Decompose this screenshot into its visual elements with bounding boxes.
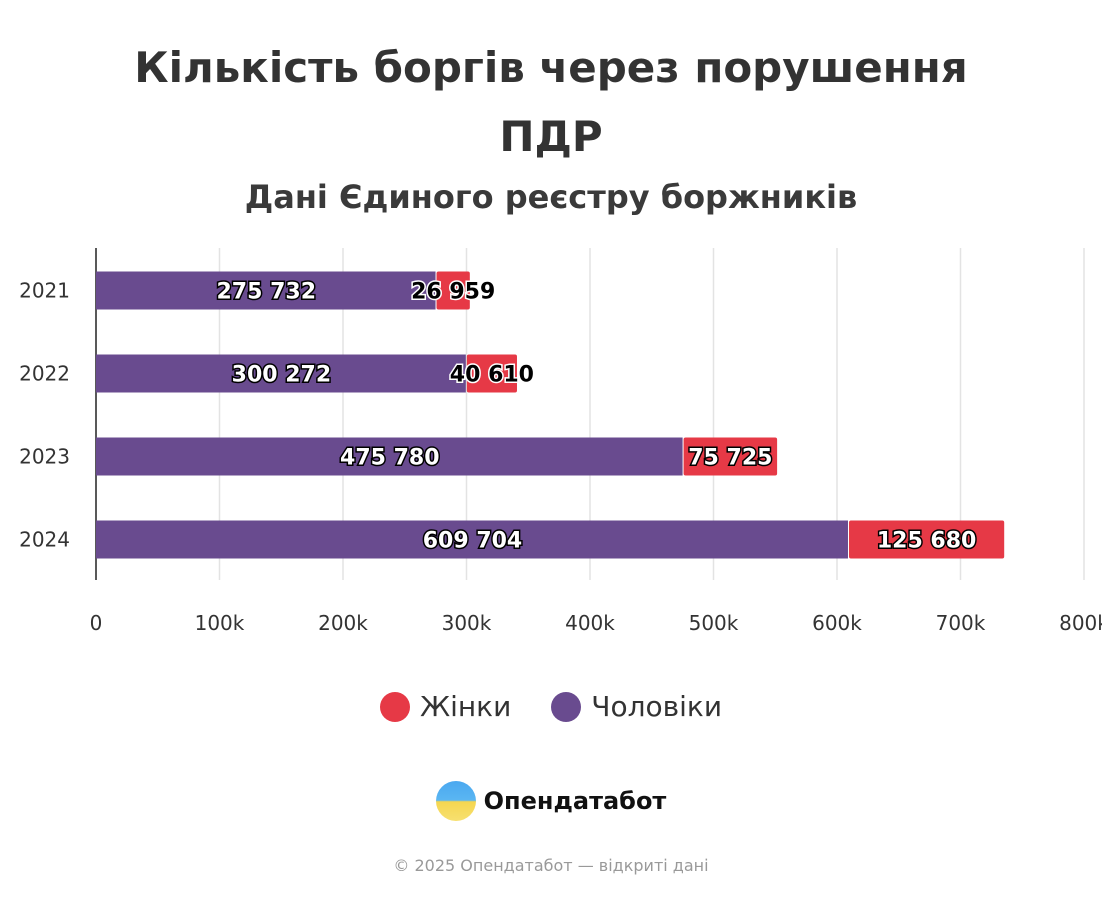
data-label: 275 732 (217, 280, 317, 305)
chart-subtitle: Дані Єдиного реєстру боржників (244, 178, 858, 216)
legend-marker-women (379, 691, 410, 722)
legend-item-men[interactable]: Чоловіки (551, 690, 722, 723)
opendatabot-logo-icon (435, 781, 476, 821)
y-tick-label: 2021 (19, 279, 70, 303)
x-tick-label: 800k (1059, 611, 1102, 635)
bar-men (96, 520, 848, 559)
legend-label-women: Жінки (419, 690, 512, 723)
y-tick-label: 2022 (19, 362, 70, 386)
x-tick-label: 300k (442, 611, 492, 635)
data-label: 300 272 (232, 363, 332, 388)
x-tick-label: 0 (90, 611, 103, 635)
x-tick-label: 600k (812, 611, 862, 635)
x-tick-label: 700k (936, 611, 986, 635)
bar-women (436, 271, 470, 310)
chart-title-line2: ПДР (499, 112, 603, 161)
data-label: 125 680 (877, 529, 977, 554)
bar-women (466, 354, 517, 393)
data-label: 75 725 (688, 446, 772, 471)
bar-men (96, 354, 466, 393)
data-label: 609 704 (423, 529, 523, 554)
bar-women (683, 437, 778, 476)
data-label: 26 959 (411, 280, 495, 305)
data-label: 475 780 (340, 446, 440, 471)
y-tick-label: 2023 (19, 445, 70, 469)
legend: Жінки Чоловіки (0, 690, 1102, 723)
x-tick-label: 400k (565, 611, 615, 635)
legend-item-women[interactable]: Жінки (379, 690, 512, 723)
y-tick-label: 2024 (19, 528, 70, 552)
brand-name: Опендатабот (483, 787, 667, 815)
chart-title: Кількість боргів через порушення (134, 43, 968, 92)
bar-men (96, 437, 683, 476)
brand-logo: Опендатабот (0, 781, 1102, 821)
x-tick-label: 100k (195, 611, 245, 635)
bar-women (848, 520, 1005, 559)
legend-label-men: Чоловіки (591, 690, 723, 723)
legend-marker-men (551, 691, 582, 722)
x-tick-label: 500k (689, 611, 739, 635)
data-label: 40 610 (450, 363, 534, 388)
copyright: © 2025 Опендатабот — відкриті дані (393, 856, 709, 875)
bar-men (96, 271, 436, 310)
x-tick-label: 200k (318, 611, 368, 635)
